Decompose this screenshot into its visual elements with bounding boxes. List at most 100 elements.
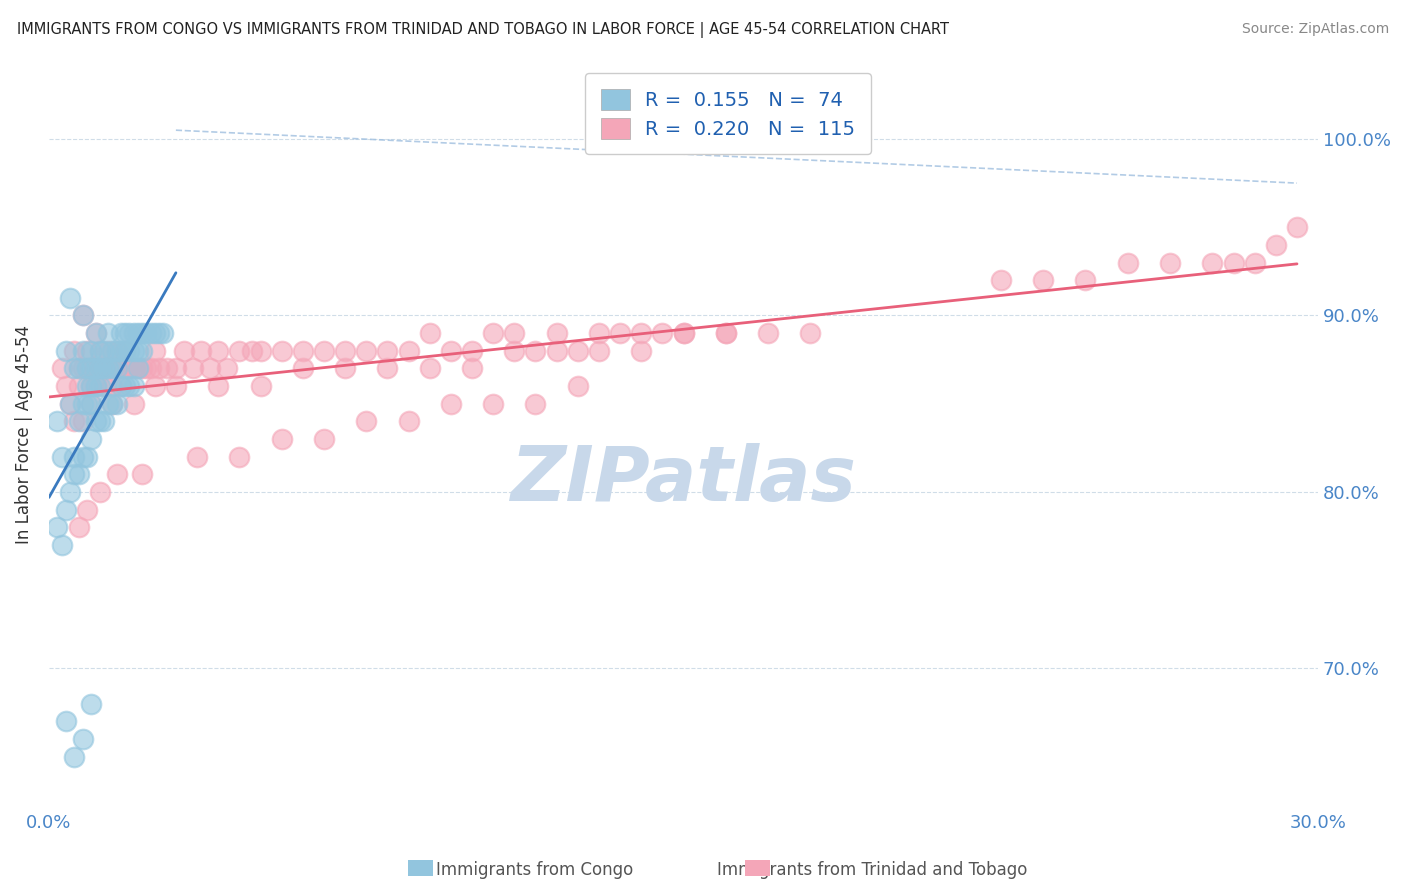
Point xyxy=(89,484,111,499)
Point xyxy=(93,361,115,376)
Point xyxy=(72,414,94,428)
Point xyxy=(127,361,149,376)
Point xyxy=(333,361,356,376)
Point xyxy=(97,361,120,376)
Point xyxy=(114,343,136,358)
Point xyxy=(672,326,695,340)
Point xyxy=(131,361,153,376)
Point xyxy=(93,414,115,428)
Point xyxy=(110,343,132,358)
Point xyxy=(59,397,82,411)
Point xyxy=(249,343,271,358)
Point xyxy=(51,361,73,376)
Point xyxy=(89,343,111,358)
Point xyxy=(59,484,82,499)
Point xyxy=(482,326,505,340)
Point xyxy=(51,538,73,552)
Point xyxy=(110,379,132,393)
Point xyxy=(122,343,145,358)
Point xyxy=(714,326,737,340)
Point xyxy=(990,273,1012,287)
Point xyxy=(63,467,86,482)
Point xyxy=(80,361,103,376)
Point xyxy=(672,326,695,340)
Point xyxy=(131,467,153,482)
Point xyxy=(291,361,314,376)
Point xyxy=(312,343,335,358)
Point xyxy=(127,326,149,340)
Point xyxy=(118,343,141,358)
Point xyxy=(122,379,145,393)
Point xyxy=(55,714,77,729)
Point xyxy=(215,361,238,376)
Point xyxy=(131,326,153,340)
Point xyxy=(76,361,98,376)
Point xyxy=(84,326,107,340)
Point xyxy=(72,731,94,746)
Point xyxy=(76,450,98,464)
Point xyxy=(312,432,335,446)
Point xyxy=(377,343,399,358)
Point xyxy=(630,326,652,340)
Point xyxy=(139,326,162,340)
Point xyxy=(80,379,103,393)
Point xyxy=(118,326,141,340)
Point xyxy=(67,467,90,482)
Point xyxy=(1264,238,1286,252)
Point xyxy=(80,361,103,376)
Point xyxy=(72,343,94,358)
Point xyxy=(84,379,107,393)
Point xyxy=(756,326,779,340)
Point xyxy=(181,361,204,376)
Point xyxy=(59,291,82,305)
Point xyxy=(143,326,166,340)
Point xyxy=(1032,273,1054,287)
Point xyxy=(72,309,94,323)
Point xyxy=(546,343,568,358)
Point xyxy=(207,379,229,393)
Point xyxy=(67,414,90,428)
Point xyxy=(80,343,103,358)
Point xyxy=(89,414,111,428)
Point xyxy=(101,379,124,393)
Point xyxy=(240,343,263,358)
Point xyxy=(148,361,170,376)
Point xyxy=(114,343,136,358)
Point xyxy=(122,361,145,376)
Point xyxy=(72,450,94,464)
Point xyxy=(567,343,589,358)
Point xyxy=(165,361,187,376)
Point xyxy=(1116,255,1139,269)
Text: IMMIGRANTS FROM CONGO VS IMMIGRANTS FROM TRINIDAD AND TOBAGO IN LABOR FORCE | AG: IMMIGRANTS FROM CONGO VS IMMIGRANTS FROM… xyxy=(17,22,949,38)
Point xyxy=(419,326,441,340)
Point xyxy=(76,379,98,393)
Point xyxy=(101,397,124,411)
Point xyxy=(135,326,157,340)
Legend: R =  0.155   N =  74, R =  0.220   N =  115: R = 0.155 N = 74, R = 0.220 N = 115 xyxy=(585,73,870,154)
Point xyxy=(291,343,314,358)
Point xyxy=(105,343,128,358)
Point xyxy=(482,397,505,411)
Point xyxy=(198,361,221,376)
Point xyxy=(76,397,98,411)
Point xyxy=(63,361,86,376)
Point xyxy=(110,379,132,393)
Point xyxy=(398,414,420,428)
Point xyxy=(228,450,250,464)
Point xyxy=(139,361,162,376)
Point xyxy=(89,361,111,376)
Point xyxy=(93,361,115,376)
Point xyxy=(1201,255,1223,269)
Point xyxy=(1222,255,1244,269)
Point xyxy=(101,397,124,411)
Point xyxy=(651,326,673,340)
Point xyxy=(80,379,103,393)
Point xyxy=(105,343,128,358)
Point xyxy=(524,397,547,411)
Point xyxy=(588,326,610,340)
Point xyxy=(356,414,378,428)
Point xyxy=(55,502,77,516)
Y-axis label: In Labor Force | Age 45-54: In Labor Force | Age 45-54 xyxy=(15,325,32,544)
Point xyxy=(101,361,124,376)
Text: Immigrants from Trinidad and Tobago: Immigrants from Trinidad and Tobago xyxy=(717,861,1026,879)
